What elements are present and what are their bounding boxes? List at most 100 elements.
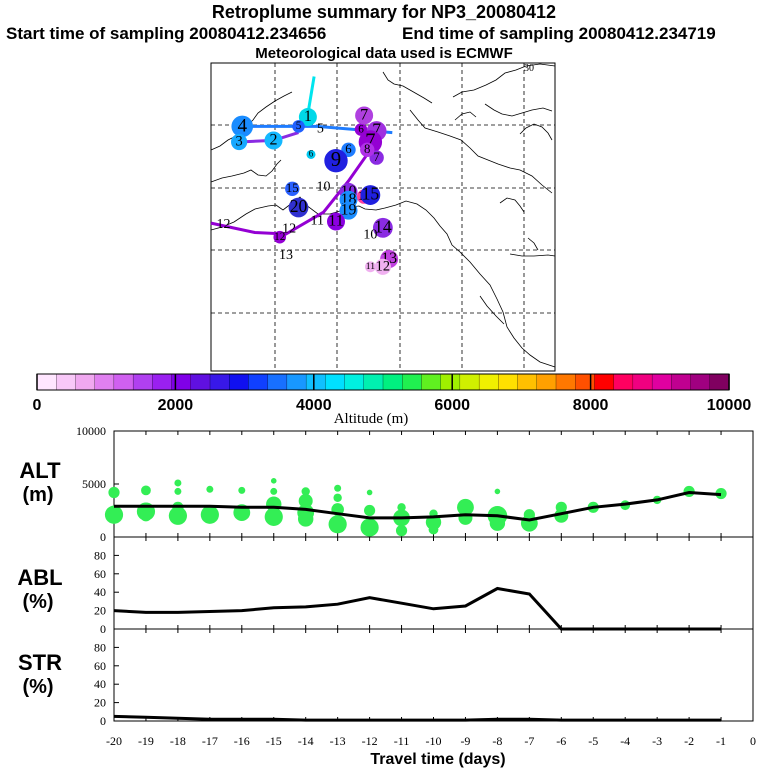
altitude-point bbox=[270, 478, 277, 484]
panel-str-line bbox=[113, 714, 721, 722]
colorbar-cell bbox=[286, 373, 307, 391]
panel-ylabel-unit: (%) bbox=[22, 591, 53, 613]
day-marker-label: 9 bbox=[331, 148, 341, 171]
day-marker bbox=[374, 258, 391, 275]
altitude-point bbox=[395, 525, 408, 537]
x-axis-label: Travel time (days) bbox=[370, 751, 505, 768]
y-tick-label: 40 bbox=[94, 585, 106, 599]
colorbar-cell bbox=[171, 373, 192, 391]
x-tick-label: -12 bbox=[362, 734, 378, 748]
map-text-label: 13 bbox=[279, 248, 293, 263]
day-marker bbox=[231, 133, 248, 151]
end-time-label: End time of sampling 20080412.234719 bbox=[402, 24, 716, 43]
altitude-point bbox=[238, 486, 246, 494]
chart-title: Retroplume summary for NP3_20080412 bbox=[211, 2, 557, 22]
x-tick-label: -5 bbox=[588, 734, 598, 748]
y-tick-label: 80 bbox=[94, 548, 106, 562]
panel-abl: ABL(%) 80 60 40 20 0 bbox=[17, 536, 754, 636]
altitude-point bbox=[301, 487, 310, 496]
x-tick-label: -20 bbox=[106, 734, 122, 748]
colorbar-cell bbox=[56, 373, 77, 391]
day-marker-label: 8 bbox=[364, 142, 370, 156]
coastline bbox=[210, 63, 556, 368]
altitude-point bbox=[364, 504, 376, 517]
map-corner-label: 30 bbox=[524, 63, 534, 74]
altitude-point bbox=[168, 506, 187, 525]
day-marker-label: 14 bbox=[374, 216, 392, 236]
altitude-colorbar: 0 2000 4000 6000 8000 10000 Altitude (m) bbox=[33, 373, 752, 427]
altitude-point bbox=[366, 489, 373, 496]
x-tick-label: -15 bbox=[266, 734, 282, 748]
altitude-point bbox=[298, 511, 314, 527]
x-tick-label: -18 bbox=[170, 734, 186, 748]
day-marker-label: 3 bbox=[236, 134, 243, 150]
y-tick-label: 10000 bbox=[76, 424, 106, 438]
colorbar-cell bbox=[113, 373, 134, 391]
colorbar-cell bbox=[555, 373, 576, 391]
colorbar-cell bbox=[671, 373, 692, 391]
altitude-point bbox=[141, 485, 151, 496]
day-marker-label: 1 bbox=[304, 108, 312, 125]
time-series-panels: ALT(m)1000050000ABL(%)806040200STR(%)806… bbox=[17, 424, 756, 768]
colorbar-cell bbox=[132, 373, 153, 391]
colorbar-label: Altitude (m) bbox=[334, 411, 409, 427]
x-tick-label: -1 bbox=[716, 734, 726, 748]
panel-ylabel: ALT bbox=[19, 458, 61, 483]
altitude-point bbox=[334, 484, 342, 492]
colorbar-cell bbox=[594, 373, 615, 391]
colorbar-cell bbox=[651, 373, 672, 391]
x-tick-label: -4 bbox=[620, 734, 630, 748]
panel-alt: ALT(m) 10000 5000 0 bbox=[19, 424, 754, 544]
altitude-point bbox=[360, 518, 379, 537]
x-tick-label: -13 bbox=[330, 734, 346, 748]
day-marker-label: 6 bbox=[358, 123, 364, 135]
colorbar-cell bbox=[36, 373, 57, 391]
day-marker-label: 12 bbox=[274, 231, 285, 243]
colorbar-tick-label: 10000 bbox=[707, 397, 752, 414]
colorbar-tick-label: 0 bbox=[33, 397, 42, 414]
day-marker bbox=[364, 261, 376, 273]
colorbar-cell bbox=[267, 373, 288, 391]
map-text-label: 10 bbox=[317, 179, 331, 194]
y-tick-label: 5000 bbox=[82, 477, 106, 491]
y-tick-label: 60 bbox=[94, 567, 106, 581]
map-text-label: 10 bbox=[363, 228, 377, 243]
altitude-point bbox=[298, 493, 313, 508]
altitude-point bbox=[206, 485, 214, 493]
altitude-point bbox=[140, 510, 152, 522]
x-tick-label: -11 bbox=[394, 734, 410, 748]
altitude-point bbox=[270, 487, 278, 495]
panel-alt-line bbox=[114, 490, 722, 522]
day-marker-label: 12 bbox=[376, 258, 390, 274]
day-marker-label: 19 bbox=[341, 202, 357, 219]
day-markers: 1432566777679810181916151520111412131211 bbox=[231, 106, 399, 275]
colorbar-cell bbox=[229, 373, 250, 391]
day-marker bbox=[360, 142, 375, 157]
day-marker bbox=[264, 131, 283, 150]
altitude-point bbox=[397, 503, 406, 512]
x-tick-label: -7 bbox=[524, 734, 534, 748]
day-marker-label: 7 bbox=[372, 120, 381, 140]
colorbar-cell bbox=[402, 373, 423, 391]
y-tick-label: 0 bbox=[100, 622, 106, 636]
altitude-point bbox=[333, 493, 342, 502]
colorbar-cell bbox=[690, 373, 711, 391]
day-marker-label: 5 bbox=[296, 120, 302, 132]
x-tick-label: -19 bbox=[138, 734, 154, 748]
x-tick-label: -14 bbox=[298, 734, 314, 748]
x-tick-label: -17 bbox=[202, 734, 218, 748]
colorbar-cell bbox=[325, 373, 346, 391]
altitude-point bbox=[428, 524, 439, 535]
trajectory-line bbox=[210, 148, 372, 236]
map-text-label: 12 bbox=[282, 221, 296, 236]
day-marker-label: 11 bbox=[328, 213, 343, 230]
day-marker bbox=[273, 230, 287, 244]
altitude-point bbox=[200, 505, 219, 524]
colorbar-cell bbox=[440, 373, 461, 391]
day-marker-label: 11 bbox=[366, 261, 375, 272]
colorbar-cell bbox=[517, 373, 538, 391]
day-marker bbox=[306, 149, 316, 159]
day-marker bbox=[360, 185, 381, 205]
altitude-point bbox=[494, 488, 501, 495]
